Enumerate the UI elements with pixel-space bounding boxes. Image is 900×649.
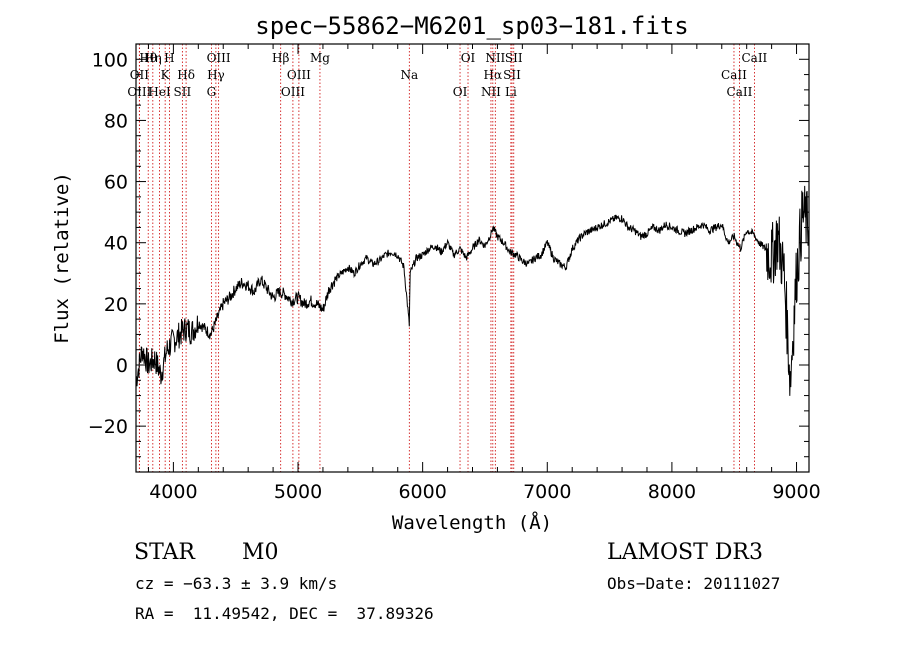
y-tick-label: 0 xyxy=(116,355,128,377)
line-marker-label: OIII xyxy=(127,85,151,99)
line-marker-label: Hδ xyxy=(177,68,195,82)
line-marker-label: H xyxy=(164,51,174,65)
line-marker-label: Hγ xyxy=(207,68,225,82)
x-axis-label: Wavelength (Å) xyxy=(392,511,552,534)
redshift-cz: cz = −63.3 ± 3.9 km/s xyxy=(135,574,338,593)
line-marker-label: NII xyxy=(485,51,505,65)
obs-date: Obs−Date: 20111027 xyxy=(607,574,781,593)
y-tick-label: −20 xyxy=(88,416,128,438)
line-marker-label: G xyxy=(207,85,217,99)
line-markers: HθOIIOIIIHηKHeIHHδSIIOIIIHγGHβOIIIOIIIMg… xyxy=(127,44,768,472)
line-marker-label: HeI xyxy=(148,85,171,99)
line-marker-label: Hα xyxy=(484,68,503,82)
y-axis-label: Flux (relative) xyxy=(51,172,73,344)
line-marker-label: Na xyxy=(400,68,418,82)
y-tick-label: 20 xyxy=(104,294,128,316)
line-marker-label: OIII xyxy=(281,85,305,99)
x-tick-label: 9000 xyxy=(772,481,820,503)
spectrum-series xyxy=(135,185,810,396)
line-marker-label: CaII xyxy=(721,68,747,82)
line-marker-label: OIII xyxy=(287,68,311,82)
y-tick-label: 100 xyxy=(92,49,128,71)
line-marker-label: OI xyxy=(453,85,468,99)
line-marker-label: NII xyxy=(481,85,501,99)
x-tick-label: 6000 xyxy=(398,481,446,503)
x-tick-label: 8000 xyxy=(648,481,696,503)
line-marker-label: OI xyxy=(461,51,476,65)
line-marker-label: CaII xyxy=(741,51,767,65)
object-class: STAR xyxy=(134,540,195,565)
spectrum-line xyxy=(135,185,810,396)
x-tick-label: 4000 xyxy=(149,481,197,503)
chart-title: spec−55862−M6201_sp03−181.fits xyxy=(255,12,688,40)
line-marker-label: Li xyxy=(505,85,517,99)
line-marker-label: OIII xyxy=(207,51,231,65)
y-tick-label: 60 xyxy=(104,172,128,194)
y-tick-label: 40 xyxy=(104,233,128,255)
line-marker-label: Mg xyxy=(310,51,330,65)
coordinates: RA = 11.49542, DEC = 37.89326 xyxy=(135,604,434,623)
x-tick-label: 7000 xyxy=(523,481,571,503)
line-marker-label: Hβ xyxy=(272,51,289,65)
object-subclass: M0 xyxy=(242,540,279,565)
line-marker-label: K xyxy=(161,68,171,82)
y-tick-label: 80 xyxy=(104,110,128,132)
survey-name: LAMOST DR3 xyxy=(607,540,763,565)
line-marker-label: CaII xyxy=(727,85,753,99)
line-marker-label: SII xyxy=(174,85,192,99)
line-marker-label: Hη xyxy=(144,51,162,65)
plot-frame xyxy=(135,43,810,473)
line-marker-label: SII xyxy=(503,68,521,82)
x-tick-label: 5000 xyxy=(274,481,322,503)
axes: 4000 5000 6000 7000 8000 9000 −20 0 20 40 60 80 100 xyxy=(88,44,821,503)
line-marker-label: SII xyxy=(505,51,523,65)
